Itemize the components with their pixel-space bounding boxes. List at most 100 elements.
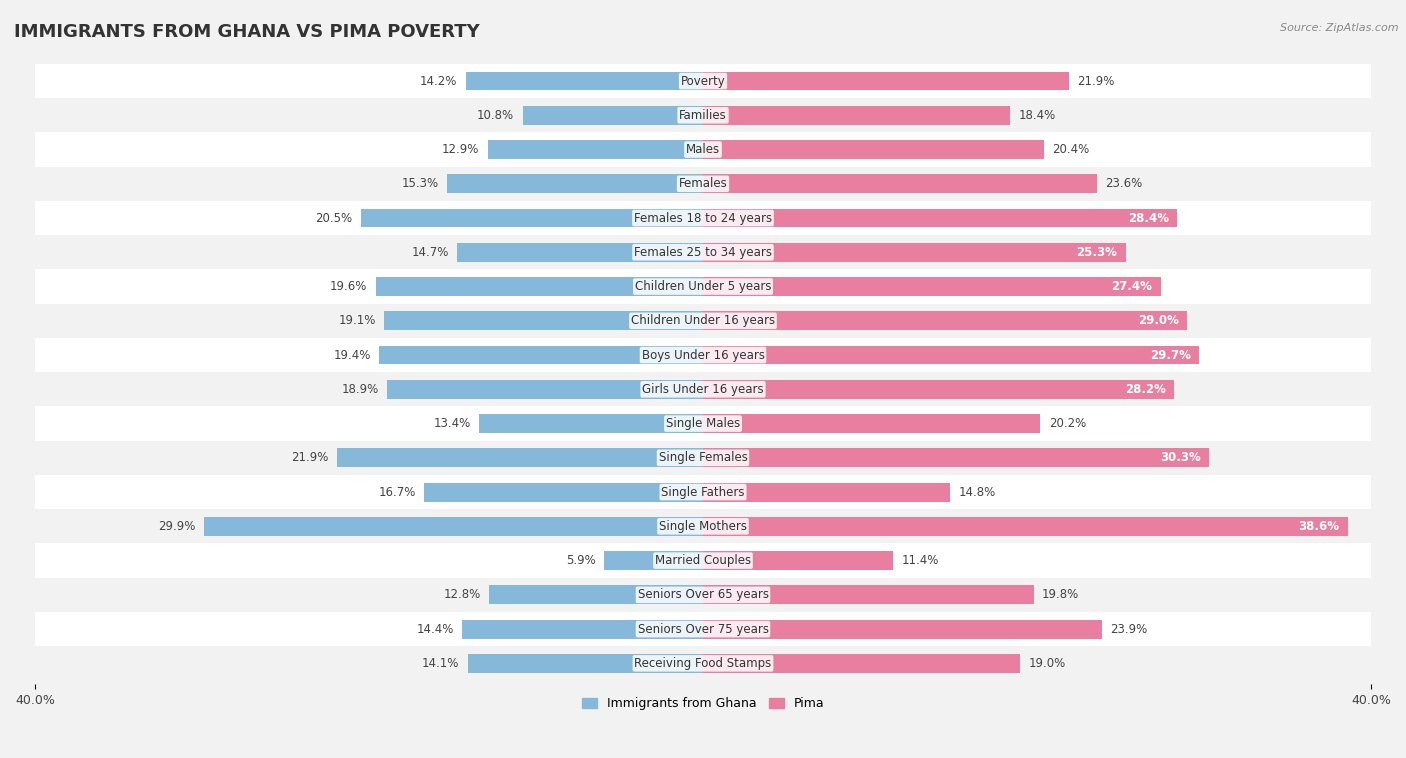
Bar: [457, 243, 703, 262]
Text: 25.3%: 25.3%: [1077, 246, 1118, 258]
Text: Children Under 16 years: Children Under 16 years: [631, 315, 775, 327]
Text: 19.1%: 19.1%: [339, 315, 375, 327]
Bar: [35, 406, 1371, 440]
Bar: [35, 578, 1371, 612]
Text: 16.7%: 16.7%: [378, 486, 416, 499]
Text: Receiving Food Stamps: Receiving Food Stamps: [634, 657, 772, 670]
Bar: [703, 517, 1348, 536]
Text: Males: Males: [686, 143, 720, 156]
Bar: [35, 64, 1371, 98]
Text: 14.1%: 14.1%: [422, 657, 460, 670]
Bar: [360, 208, 703, 227]
Text: IMMIGRANTS FROM GHANA VS PIMA POVERTY: IMMIGRANTS FROM GHANA VS PIMA POVERTY: [14, 23, 479, 41]
Bar: [488, 140, 703, 159]
Text: 14.8%: 14.8%: [959, 486, 995, 499]
Text: 12.8%: 12.8%: [444, 588, 481, 601]
Text: Girls Under 16 years: Girls Under 16 years: [643, 383, 763, 396]
Text: 21.9%: 21.9%: [1077, 74, 1115, 87]
Text: Single Mothers: Single Mothers: [659, 520, 747, 533]
Bar: [35, 372, 1371, 406]
Bar: [35, 304, 1371, 338]
Bar: [703, 380, 1174, 399]
Text: 12.9%: 12.9%: [441, 143, 479, 156]
Bar: [35, 543, 1371, 578]
Legend: Immigrants from Ghana, Pima: Immigrants from Ghana, Pima: [576, 692, 830, 715]
Text: 20.5%: 20.5%: [315, 211, 353, 224]
Bar: [703, 483, 950, 502]
Bar: [703, 140, 1043, 159]
Text: 10.8%: 10.8%: [477, 109, 515, 122]
Bar: [465, 71, 703, 90]
Bar: [35, 475, 1371, 509]
Bar: [523, 106, 703, 125]
Bar: [489, 585, 703, 604]
Text: 19.0%: 19.0%: [1029, 657, 1066, 670]
Text: Poverty: Poverty: [681, 74, 725, 87]
Text: 14.4%: 14.4%: [416, 622, 454, 636]
Bar: [425, 483, 703, 502]
Text: Children Under 5 years: Children Under 5 years: [634, 280, 772, 293]
Text: 19.6%: 19.6%: [330, 280, 367, 293]
Text: 23.9%: 23.9%: [1111, 622, 1147, 636]
Bar: [35, 440, 1371, 475]
Text: 28.4%: 28.4%: [1128, 211, 1168, 224]
Text: 15.3%: 15.3%: [402, 177, 439, 190]
Bar: [35, 167, 1371, 201]
Bar: [35, 612, 1371, 647]
Text: 13.4%: 13.4%: [433, 417, 471, 430]
Text: Females 25 to 34 years: Females 25 to 34 years: [634, 246, 772, 258]
Bar: [703, 71, 1069, 90]
Bar: [35, 338, 1371, 372]
Bar: [384, 312, 703, 330]
Bar: [380, 346, 703, 365]
Bar: [703, 312, 1187, 330]
Text: 28.2%: 28.2%: [1125, 383, 1166, 396]
Text: 20.2%: 20.2%: [1049, 417, 1085, 430]
Bar: [35, 98, 1371, 133]
Text: 29.0%: 29.0%: [1137, 315, 1180, 327]
Text: 19.8%: 19.8%: [1042, 588, 1080, 601]
Bar: [468, 654, 703, 673]
Bar: [337, 449, 703, 467]
Text: Single Males: Single Males: [666, 417, 740, 430]
Bar: [375, 277, 703, 296]
Text: 11.4%: 11.4%: [901, 554, 939, 567]
Bar: [703, 414, 1040, 433]
Bar: [703, 551, 893, 570]
Text: 30.3%: 30.3%: [1160, 451, 1201, 465]
Text: 5.9%: 5.9%: [567, 554, 596, 567]
Bar: [35, 133, 1371, 167]
Text: 21.9%: 21.9%: [291, 451, 329, 465]
Text: Seniors Over 75 years: Seniors Over 75 years: [637, 622, 769, 636]
Text: Boys Under 16 years: Boys Under 16 years: [641, 349, 765, 362]
Text: 20.4%: 20.4%: [1052, 143, 1090, 156]
Bar: [703, 106, 1011, 125]
Text: 18.9%: 18.9%: [342, 383, 380, 396]
Bar: [204, 517, 703, 536]
Bar: [703, 620, 1102, 638]
Text: 18.4%: 18.4%: [1019, 109, 1056, 122]
Bar: [35, 269, 1371, 304]
Bar: [703, 654, 1021, 673]
Text: 27.4%: 27.4%: [1111, 280, 1153, 293]
Text: 29.7%: 29.7%: [1150, 349, 1191, 362]
Text: 23.6%: 23.6%: [1105, 177, 1143, 190]
Text: 14.7%: 14.7%: [412, 246, 449, 258]
Bar: [35, 509, 1371, 543]
Bar: [703, 585, 1033, 604]
Text: 14.2%: 14.2%: [420, 74, 457, 87]
Bar: [387, 380, 703, 399]
Text: Single Females: Single Females: [658, 451, 748, 465]
Text: Families: Families: [679, 109, 727, 122]
Bar: [35, 235, 1371, 269]
Text: Females: Females: [679, 177, 727, 190]
Bar: [703, 277, 1160, 296]
Bar: [463, 620, 703, 638]
Bar: [703, 346, 1199, 365]
Bar: [605, 551, 703, 570]
Bar: [703, 243, 1126, 262]
Text: 19.4%: 19.4%: [333, 349, 371, 362]
Text: Source: ZipAtlas.com: Source: ZipAtlas.com: [1281, 23, 1399, 33]
Text: 38.6%: 38.6%: [1298, 520, 1340, 533]
Text: Married Couples: Married Couples: [655, 554, 751, 567]
